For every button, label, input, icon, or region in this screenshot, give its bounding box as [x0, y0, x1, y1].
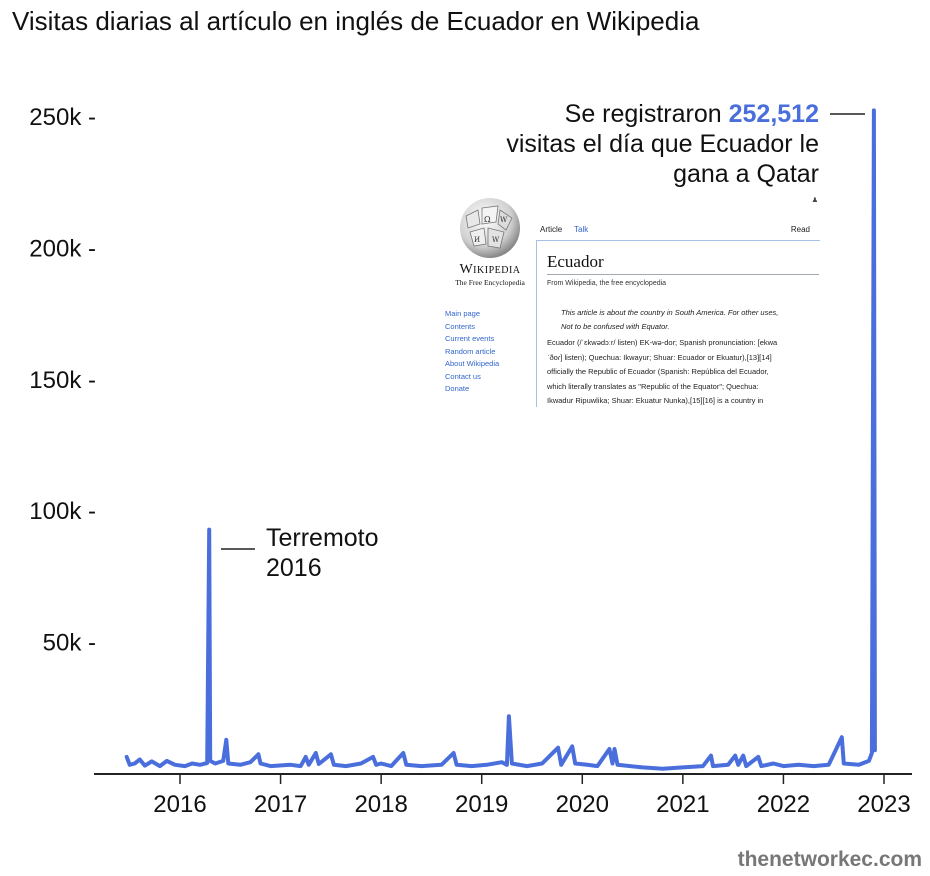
body-line: which literally translates as "Republic …: [547, 381, 759, 391]
peak-annotation-line1: Se registraron 252,512: [565, 100, 819, 128]
svg-text:И: И: [474, 236, 480, 244]
quake-annotation-line1: Terremoto: [266, 524, 379, 552]
article-body: Ecuador (/ˈɛkwədɔːr/ listen) EK-wə-dor; …: [547, 336, 819, 407]
peak-annotation-prefix: Se registraron: [565, 100, 722, 128]
body-line: officially the Republic of Ecuador (Span…: [547, 367, 769, 376]
wikipedia-tagline: The Free Encyclopedia: [455, 278, 525, 287]
y-tick-label: 200k -: [29, 235, 96, 262]
peak-annotation-value: 252,512: [729, 100, 819, 128]
y-tick-label: 150k -: [29, 367, 96, 394]
x-tick-label: 2020: [556, 791, 609, 818]
x-tick-label: 2019: [455, 791, 508, 818]
tab-talk: Talk: [574, 225, 589, 234]
article-source-line: From Wikipedia, the free encyclopedia: [547, 280, 667, 287]
wikipedia-globe-logo: Ω W И W: [460, 198, 520, 258]
x-tick-label: 2016: [153, 791, 206, 818]
wikipedia-wordmark: Wikipedia: [459, 262, 521, 277]
y-tick-label: 100k -: [29, 498, 96, 525]
x-tick-label: 2023: [857, 791, 910, 818]
hatnote-line: This article is about the country in Sou…: [561, 308, 779, 317]
wiki-nav-item: Current events: [445, 334, 495, 343]
wikipedia-screenshot: Ω W И W Wikipedia The Free Encyclopedia …: [436, 192, 820, 407]
article-hatnote: This article is about the country in Sou…: [561, 306, 819, 334]
series-line-visits: [124, 108, 877, 771]
svg-text:W: W: [492, 236, 500, 244]
wiki-nav-item: Contents: [445, 321, 476, 331]
svg-text:Ω: Ω: [484, 215, 491, 224]
peak-annotation-line2: visitas el día que Ecuador le: [506, 130, 819, 158]
user-icon: ♟: [811, 197, 818, 204]
body-line: Ecuador (/ˈɛkwədɔːr/ listen) EK-wə-dor; …: [547, 338, 778, 347]
wikipedia-nav: Main page Contents Current events Random ar…: [445, 308, 499, 396]
wiki-nav-item: Donate: [445, 384, 470, 393]
tab-article: Article: [540, 225, 563, 234]
watermark: thenetworkec.com: [737, 848, 922, 871]
article-heading: Ecuador: [547, 252, 819, 275]
x-tick-label: 2022: [757, 791, 810, 818]
wikipedia-tabs: Article Talk Read: [536, 222, 820, 241]
wiki-nav-item: Random article: [445, 346, 496, 356]
x-tick-label: 2018: [354, 791, 407, 818]
wiki-nav-item: Contact us: [445, 371, 481, 381]
chart-title: Visitas diarias al artículo en inglés de…: [12, 6, 700, 36]
x-tick-label: 2021: [656, 791, 709, 818]
body-line: Ikwadur Ripuwlika; Shuar: Ekuatur Nunka)…: [547, 396, 764, 405]
peak-annotation-line3: gana a Qatar: [673, 160, 819, 188]
wikipedia-article: Ecuador From Wikipedia, the free encyclo…: [536, 240, 820, 407]
svg-text:W: W: [500, 216, 508, 224]
tab-read: Read: [790, 225, 810, 234]
x-axis-ticks: 2016 2017 2018 2019 2020 2021 2022 2023: [153, 774, 911, 818]
y-tick-label: 250k -: [29, 104, 96, 131]
y-tick-label: 50k -: [43, 630, 96, 657]
hatnote-line: Not to be confused with Equator.: [561, 322, 670, 331]
y-axis-ticks: 50k - 100k - 150k - 200k - 250k -: [29, 104, 96, 657]
quake-annotation-line2: 2016: [266, 554, 322, 582]
wiki-nav-item: Main page: [445, 309, 481, 318]
wiki-nav-item: About Wikipedia: [445, 359, 500, 368]
x-tick-label: 2017: [254, 791, 307, 818]
body-line: ˈðoɾ] listen); Quechua: Ikwayur; Shuar: …: [547, 352, 772, 362]
